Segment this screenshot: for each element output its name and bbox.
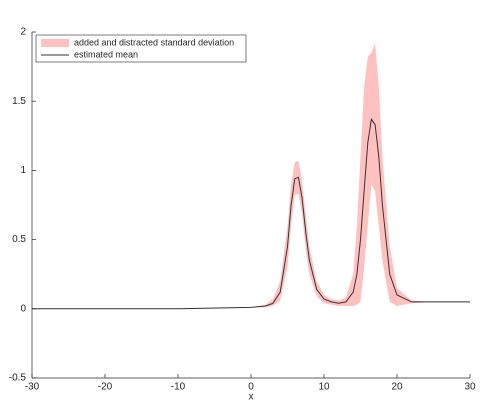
y-tick-label: 1.5: [12, 96, 26, 107]
x-tick-label: 0: [248, 382, 254, 393]
y-tick-label: 2: [20, 27, 26, 38]
y-tick-label: -0.5: [9, 373, 27, 384]
x-tick-label: -20: [98, 382, 113, 393]
mean-line: [32, 117, 470, 310]
std-band: [32, 43, 470, 309]
legend-text: added and distracted standard deviation: [74, 37, 234, 47]
y-tick-label: 0: [20, 303, 26, 314]
x-tick-label: -10: [171, 382, 186, 393]
x-tick-label: 20: [391, 382, 403, 393]
y-tick-label: 0.5: [12, 234, 26, 245]
legend: added and distracted standard deviation e…: [35, 34, 247, 63]
x-tick-label: -30: [25, 382, 40, 393]
x-tick-label: 10: [318, 382, 330, 393]
legend-box: [35, 34, 247, 63]
x-tick-label: 30: [464, 382, 476, 393]
legend-swatch: [41, 39, 69, 47]
legend-text: estimated mean: [74, 49, 138, 59]
x-axis-label: x: [249, 392, 254, 401]
y-tick-label: 1: [20, 165, 26, 176]
